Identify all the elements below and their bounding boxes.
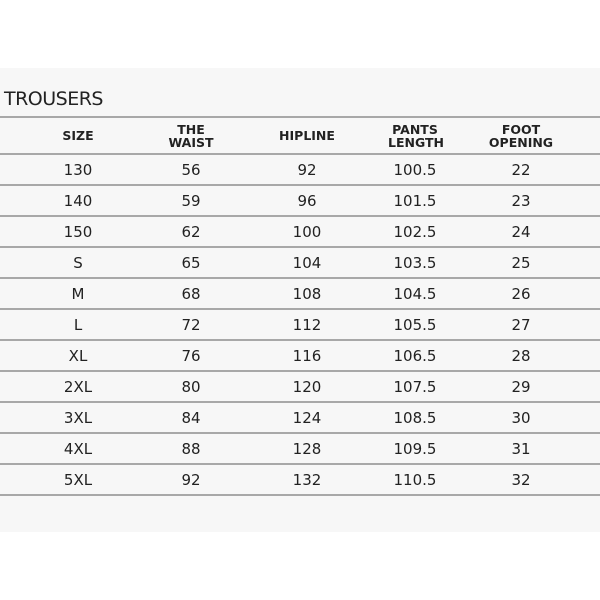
cell-pants-length: 101.5 [393,191,437,210]
table-row: M 68 108 104.5 26 [0,278,600,309]
cell-size: S [73,253,83,272]
cell-hipline: 128 [292,439,322,458]
cell-pants-length: 105.5 [393,315,437,334]
cell-pants-length: 109.5 [393,439,437,458]
column-header-waist: THE WAIST [168,121,214,150]
cell-size: 150 [63,222,93,241]
table-row: 150 62 100 102.5 24 [0,216,600,247]
column-header-line: OPENING [488,134,554,150]
cell-size: L [73,315,83,334]
cell-pants-length: 108.5 [393,408,437,427]
cell-size: M [71,284,85,303]
cell-waist: 76 [181,346,201,365]
cell-waist: 65 [181,253,201,272]
cell-size: 5XL [63,470,93,489]
cell-pants-length: 110.5 [393,470,437,489]
column-header-line: PANTS [392,121,438,137]
cell-pants-length: 100.5 [393,160,437,179]
size-chart-panel [0,68,600,532]
column-header-line: FOOT [501,121,541,137]
cell-size: 3XL [63,408,93,427]
cell-waist: 56 [181,160,201,179]
cell-hipline: 116 [292,346,322,365]
table-row: S 65 104 103.5 25 [0,247,600,278]
cell-foot-opening: 23 [511,191,531,210]
cell-foot-opening: 32 [511,470,531,489]
cell-foot-opening: 29 [511,377,531,396]
cell-foot-opening: 24 [511,222,531,241]
column-header-pants-length: PANTS LENGTH [388,117,444,154]
cell-hipline: 92 [297,160,317,179]
column-header-size: SIZE [62,128,94,143]
table-row: 2XL 80 120 107.5 29 [0,371,600,402]
table-row: 140 59 96 101.5 23 [0,185,600,216]
cell-pants-length: 102.5 [393,222,437,241]
cell-waist: 80 [181,377,201,396]
table-row: XL 76 116 106.5 28 [0,340,600,371]
cell-size: 4XL [63,439,93,458]
cell-hipline: 100 [292,222,322,241]
cell-foot-opening: 22 [511,160,531,179]
cell-foot-opening: 27 [511,315,531,334]
cell-pants-length: 103.5 [393,253,437,272]
cell-pants-length: 107.5 [393,377,437,396]
chart-title: TROUSERS [4,88,104,110]
header-row: SIZE THE WAIST HIPLINE PANTS LENGTH FOOT OPENI… [0,117,600,154]
cell-size: 140 [63,191,93,210]
cell-waist: 92 [181,470,201,489]
table-row: 4XL 88 128 109.5 31 [0,433,600,464]
cell-waist: 68 [181,284,201,303]
cell-foot-opening: 26 [511,284,531,303]
table-row: L 72 112 105.5 27 [0,309,600,340]
table-row: 5XL 92 132 110.5 32 [0,464,600,495]
cell-hipline: 104 [292,253,322,272]
cell-pants-length: 104.5 [393,284,437,303]
cell-hipline: 124 [292,408,322,427]
cell-waist: 88 [181,439,201,458]
cell-waist: 84 [181,408,201,427]
table-row: 130 56 92 100.5 22 [0,154,600,185]
cell-pants-length: 106.5 [393,346,437,365]
cell-size: XL [68,346,88,365]
column-header-foot-opening: FOOT OPENING [442,117,600,154]
column-header-line: LENGTH [388,134,444,150]
cell-hipline: 112 [292,315,322,334]
cell-hipline: 132 [292,470,322,489]
column-header-hipline: HIPLINE [279,128,335,143]
cell-waist: 62 [181,222,201,241]
size-table: SIZE THE WAIST HIPLINE PANTS LENGTH FOOT OPENI… [0,116,600,496]
table-row: 3XL 84 124 108.5 30 [0,402,600,433]
cell-hipline: 108 [292,284,322,303]
cell-size: 130 [63,160,93,179]
cell-hipline: 96 [297,191,317,210]
cell-waist: 72 [181,315,201,334]
cell-waist: 59 [181,191,201,210]
cell-foot-opening: 25 [511,253,531,272]
cell-hipline: 120 [292,377,322,396]
cell-foot-opening: 31 [511,439,531,458]
cell-foot-opening: 28 [511,346,531,365]
cell-size: 2XL [63,377,93,396]
cell-foot-opening: 30 [511,408,531,427]
